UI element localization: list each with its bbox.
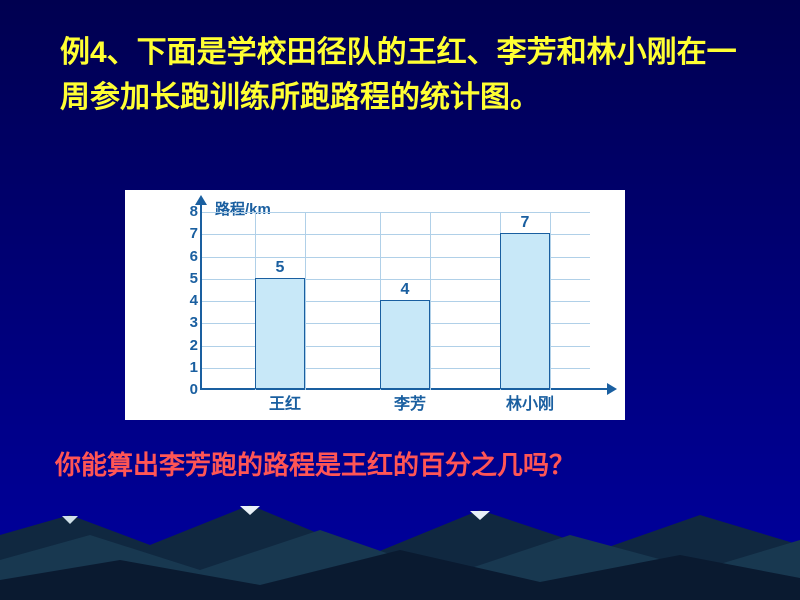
y-tick-label: 7: [180, 225, 198, 242]
grid-line-v: [550, 212, 551, 390]
y-tick-label: 0: [180, 381, 198, 398]
category-label: 王红: [250, 390, 320, 414]
bar-value: 4: [380, 281, 430, 299]
y-tick-label: 2: [180, 337, 198, 354]
grid-line-v: [305, 212, 306, 390]
bar-chart: 路程/km 0 1 2 3 4 5 6 7 8 5 王红 4 李芳 7 林小刚: [125, 190, 625, 420]
y-tick-label: 5: [180, 270, 198, 287]
y-axis-label: 路程/km: [215, 198, 271, 219]
chart-plot-area: 路程/km 0 1 2 3 4 5 6 7 8 5 王红 4 李芳 7 林小刚: [125, 190, 625, 420]
y-tick-label: 6: [180, 248, 198, 265]
category-label: 林小刚: [495, 390, 565, 414]
y-tick-label: 3: [180, 314, 198, 331]
grid-line-h: [202, 212, 590, 213]
x-axis-arrow-icon: [607, 383, 617, 395]
y-tick-label: 1: [180, 359, 198, 376]
category-label: 李芳: [375, 390, 445, 414]
problem-title: 例4、下面是学校田径队的王红、李芳和林小刚在一周参加长跑训练所跑路程的统计图。: [60, 30, 740, 120]
grid-line-v: [430, 212, 431, 390]
bar-value: 5: [255, 259, 305, 277]
y-tick-label: 4: [180, 292, 198, 309]
y-axis-line: [200, 202, 202, 390]
mountain-decoration-icon: [0, 490, 800, 600]
bar: [500, 233, 550, 389]
question-text: 你能算出李芳跑的路程是王红的百分之几吗？: [55, 445, 575, 482]
bar-value: 7: [500, 214, 550, 232]
slide: 例4、下面是学校田径队的王红、李芳和林小刚在一周参加长跑训练所跑路程的统计图。 …: [0, 0, 800, 600]
bar: [255, 278, 305, 389]
y-tick-label: 8: [180, 203, 198, 220]
bar: [380, 300, 430, 389]
